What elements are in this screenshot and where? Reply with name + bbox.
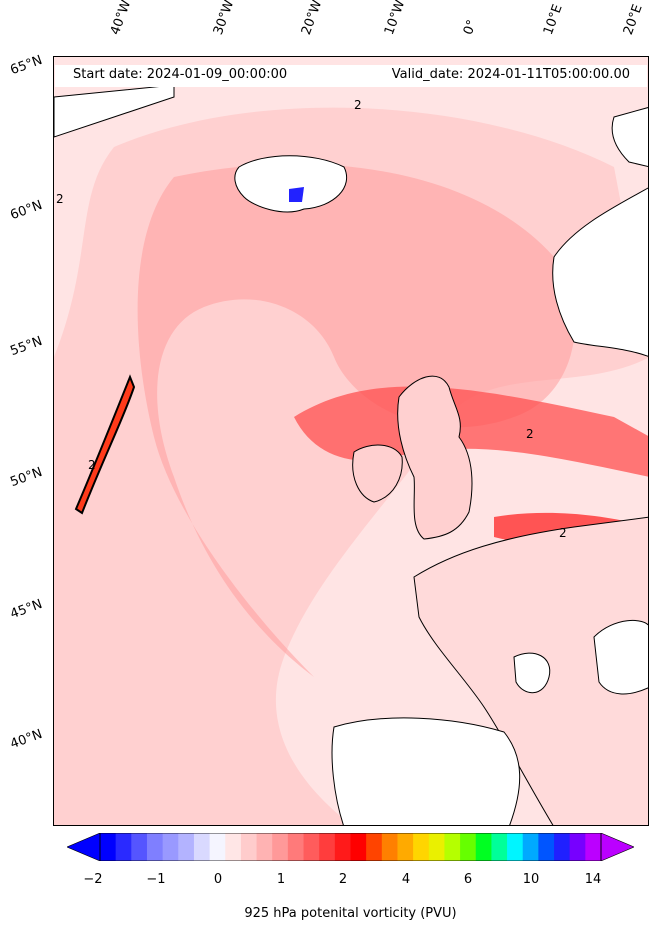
colorbar-label: 925 hPa potenital vorticity (PVU) bbox=[244, 906, 457, 921]
colorbar-max-arrow bbox=[600, 833, 634, 861]
colorbar-cell bbox=[225, 833, 242, 861]
lat-label-45n: 45°N bbox=[8, 596, 45, 623]
pv-west-streak bbox=[74, 374, 136, 515]
valid-date-label: Valid_date: 2024-01-11T05:00:00.00 bbox=[391, 67, 630, 82]
north-norway-land bbox=[611, 107, 648, 168]
colorbar-cell bbox=[162, 833, 179, 861]
colorbar-cell bbox=[146, 833, 164, 861]
colorbar-cell bbox=[522, 833, 539, 861]
map-header-band bbox=[55, 65, 647, 87]
pv-ring bbox=[137, 163, 575, 677]
colorbar-cell bbox=[100, 833, 117, 861]
colorbar-cell bbox=[554, 833, 571, 861]
colorbar-cell bbox=[397, 833, 414, 861]
colorbar-cell bbox=[491, 833, 508, 861]
contour-label-greenland: 2 bbox=[56, 192, 64, 206]
colorbar-cell bbox=[475, 833, 492, 861]
colorbar-tick: 6 bbox=[463, 872, 473, 887]
iberia-land bbox=[331, 717, 521, 825]
pv-map-panel: 2 2 2 2 2 Start date: 2024-01-09_00:00:0… bbox=[53, 56, 649, 826]
colorbar-cell bbox=[193, 833, 211, 861]
lat-label-60n: 60°N bbox=[8, 197, 45, 224]
contour-label-west: 2 bbox=[88, 458, 96, 472]
colorbar-tick: 10 bbox=[522, 872, 540, 887]
colorbar-cell bbox=[381, 833, 398, 861]
colorbar-tick: 14 bbox=[584, 872, 602, 887]
colorbar-tick: 1 bbox=[276, 872, 286, 887]
colorbar-cell bbox=[209, 833, 226, 861]
colorbar-cell bbox=[569, 833, 586, 861]
pv-field-map: 2 2 2 2 2 bbox=[54, 57, 648, 825]
greenland-land bbox=[54, 84, 175, 138]
lon-label-0: 0° bbox=[460, 17, 481, 37]
ireland-land bbox=[352, 444, 403, 503]
great-britain-land bbox=[397, 375, 473, 540]
colorbar-tick: −1 bbox=[146, 872, 166, 887]
colorbar-cell bbox=[287, 833, 305, 861]
colorbar-cell bbox=[178, 833, 195, 861]
colorbar-cell bbox=[350, 833, 367, 861]
colorbar-cell bbox=[507, 833, 524, 861]
lat-label-65n: 65°N bbox=[8, 52, 45, 79]
colorbar-cell bbox=[131, 833, 148, 861]
alps-land bbox=[513, 652, 551, 694]
colorbar-cells bbox=[100, 833, 602, 861]
colorbar-cell bbox=[585, 833, 602, 861]
lat-label-40n: 40°N bbox=[8, 726, 45, 753]
colorbar-cell bbox=[460, 833, 477, 861]
colorbar-cell bbox=[303, 833, 320, 861]
lon-label-40w: 40°W bbox=[107, 0, 135, 37]
colorbar-cell bbox=[428, 833, 445, 861]
colorbar-tick: 2 bbox=[338, 872, 348, 887]
colorbar-cell bbox=[538, 833, 555, 861]
eastern-alps-land bbox=[593, 619, 648, 695]
colorbar-cell bbox=[413, 833, 430, 861]
colorbar-outline bbox=[99, 833, 602, 861]
colorbar-tick: 0 bbox=[213, 872, 223, 887]
colorbar-cell bbox=[115, 833, 132, 861]
colorbar-cell bbox=[256, 833, 273, 861]
lon-label-10w: 10°W bbox=[381, 0, 409, 37]
colorbar-cell bbox=[444, 833, 461, 861]
contour-label-east: 2 bbox=[526, 427, 534, 441]
colorbar-min-arrow bbox=[67, 833, 101, 861]
pv-colorbar bbox=[67, 833, 634, 861]
lat-label-50n: 50°N bbox=[8, 464, 45, 491]
colorbar-cell bbox=[319, 833, 336, 861]
colorbar-cell bbox=[334, 833, 351, 861]
colorbar-cell bbox=[366, 833, 383, 861]
iceland-blue-patch bbox=[289, 187, 304, 202]
lon-label-10e: 10°E bbox=[540, 2, 566, 38]
colorbar-cell bbox=[240, 833, 258, 861]
start-date-label: Start date: 2024-01-09_00:00:00 bbox=[73, 67, 288, 82]
lon-label-20e: 20°E bbox=[620, 2, 646, 38]
contour-label-europe: 2 bbox=[559, 526, 567, 540]
colorbar-tick: 4 bbox=[401, 872, 411, 887]
lat-label-55n: 55°N bbox=[8, 333, 45, 360]
colorbar-cell bbox=[272, 833, 289, 861]
lon-label-20w: 20°W bbox=[298, 0, 326, 37]
norway-land bbox=[552, 187, 648, 357]
lon-label-30w: 30°W bbox=[210, 0, 238, 37]
iceland-land bbox=[234, 155, 347, 213]
colorbar-tick: −2 bbox=[83, 872, 103, 887]
contour-label-north: 2 bbox=[354, 98, 362, 112]
